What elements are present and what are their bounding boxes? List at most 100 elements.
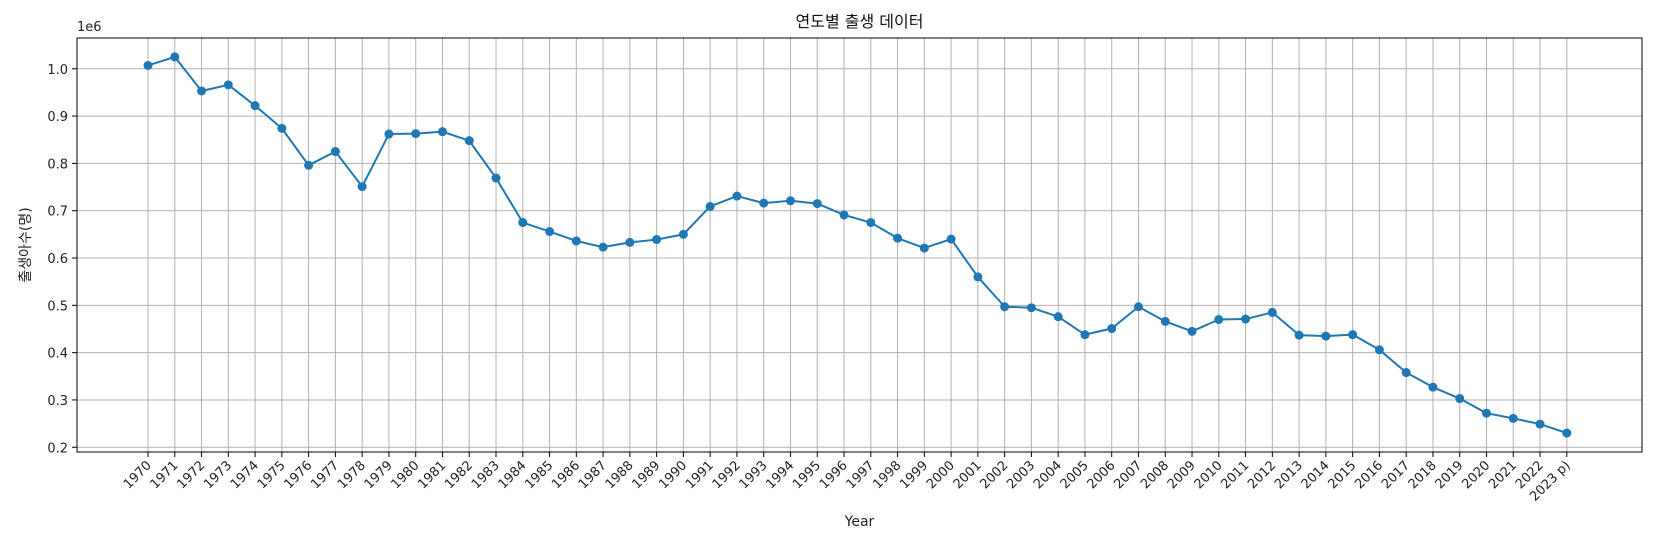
x-tick-label: 2007 bbox=[1111, 458, 1145, 492]
x-tick-label: 2010 bbox=[1192, 458, 1226, 492]
x-tick-label: 1987 bbox=[576, 458, 610, 492]
x-tick-label: 1970 bbox=[121, 458, 155, 492]
plot-frame bbox=[76, 37, 1643, 453]
x-tick-label: 1996 bbox=[817, 458, 851, 492]
data-point bbox=[1294, 330, 1304, 340]
data-point bbox=[1535, 419, 1545, 429]
x-tick-label: 1977 bbox=[308, 458, 342, 492]
data-point bbox=[1241, 314, 1251, 324]
x-tick-label: 2005 bbox=[1058, 458, 1092, 492]
data-point bbox=[1508, 413, 1518, 423]
x-tick-label: 1993 bbox=[737, 458, 771, 492]
x-tick-label: 2012 bbox=[1245, 458, 1279, 492]
data-point bbox=[1160, 316, 1170, 326]
x-tick-label: 1981 bbox=[415, 458, 449, 492]
y-tick-label: 0.2 bbox=[47, 441, 68, 456]
x-tick-label: 1990 bbox=[656, 458, 690, 492]
x-tick-label: 1992 bbox=[710, 458, 744, 492]
x-tick-label: 2013 bbox=[1272, 458, 1306, 492]
y-tick-label: 0.5 bbox=[47, 299, 68, 314]
y-axis-title: 출생아수(명) bbox=[18, 207, 34, 282]
x-tick-label: 1980 bbox=[389, 458, 423, 492]
data-point bbox=[1214, 315, 1224, 325]
data-point bbox=[839, 210, 849, 220]
x-tick-label: 2018 bbox=[1406, 458, 1440, 492]
y-tick-label: 1.0 bbox=[47, 63, 68, 78]
data-point bbox=[330, 147, 340, 157]
x-tick-label: 2000 bbox=[924, 458, 958, 492]
x-tick-label: 1989 bbox=[629, 458, 663, 492]
y-tick-label: 0.8 bbox=[47, 157, 68, 172]
x-tick-label: 1991 bbox=[683, 458, 717, 492]
x-tick-label: 2002 bbox=[977, 458, 1011, 492]
x-tick-label: 1978 bbox=[335, 458, 369, 492]
x-tick-label: 2009 bbox=[1165, 458, 1199, 492]
data-point bbox=[357, 182, 367, 192]
x-tick-label: 1985 bbox=[522, 458, 556, 492]
x-tick-label: 1999 bbox=[897, 458, 931, 492]
x-tick-label: 2011 bbox=[1218, 458, 1252, 492]
data-point bbox=[170, 52, 180, 62]
data-point bbox=[785, 196, 795, 206]
data-point bbox=[598, 242, 608, 252]
data-point bbox=[223, 80, 233, 90]
y-tick-label: 0.7 bbox=[47, 205, 68, 220]
data-point bbox=[732, 191, 742, 201]
data-point bbox=[1133, 302, 1143, 312]
data-point bbox=[946, 234, 956, 244]
x-tick-label: 1998 bbox=[870, 458, 904, 492]
x-tick-label: 2019 bbox=[1433, 458, 1467, 492]
x-tick-label: 2021 bbox=[1486, 458, 1520, 492]
data-point bbox=[866, 218, 876, 228]
x-tick-label: 2008 bbox=[1138, 458, 1172, 492]
x-tick-label: 2015 bbox=[1325, 458, 1359, 492]
data-point bbox=[384, 129, 394, 139]
data-point bbox=[491, 173, 501, 183]
y-tick-label: 0.4 bbox=[47, 347, 68, 362]
axis-ticks: 0.20.30.40.50.60.70.80.91.01970197119721… bbox=[47, 63, 1573, 505]
data-point bbox=[518, 218, 528, 228]
x-tick-label: 1973 bbox=[201, 458, 235, 492]
y-tick-label: 0.9 bbox=[47, 110, 68, 125]
x-tick-label: 1972 bbox=[174, 458, 208, 492]
data-point bbox=[1428, 382, 1438, 392]
x-tick-label: 1986 bbox=[549, 458, 583, 492]
data-point bbox=[571, 236, 581, 246]
x-tick-label: 1988 bbox=[603, 458, 637, 492]
data-point bbox=[1187, 326, 1197, 336]
x-tick-label: 2006 bbox=[1085, 458, 1119, 492]
x-tick-label: 2014 bbox=[1299, 458, 1333, 492]
y-tick-label: 0.3 bbox=[47, 394, 68, 409]
x-tick-label: 2003 bbox=[1004, 458, 1038, 492]
x-tick-label: 1983 bbox=[469, 458, 503, 492]
data-point bbox=[1482, 408, 1491, 418]
series-line bbox=[147, 55, 1568, 435]
data-point bbox=[143, 60, 153, 70]
data-point bbox=[1321, 331, 1331, 341]
x-tick-label: 1979 bbox=[362, 458, 396, 492]
data-point bbox=[277, 123, 287, 133]
x-tick-label: 1995 bbox=[790, 458, 824, 492]
series bbox=[143, 52, 1572, 438]
x-axis-title: Year bbox=[844, 514, 875, 530]
data-point bbox=[1401, 368, 1411, 378]
data-point bbox=[1455, 394, 1465, 404]
chart-title: 연도별 출생 데이터 bbox=[796, 12, 924, 31]
data-point bbox=[545, 227, 555, 237]
data-point bbox=[1053, 312, 1063, 322]
data-point bbox=[411, 129, 421, 139]
data-point bbox=[197, 86, 207, 96]
x-tick-label: 1984 bbox=[496, 458, 530, 492]
data-point bbox=[1562, 428, 1572, 438]
data-point bbox=[437, 127, 447, 137]
x-tick-label: 1982 bbox=[442, 458, 476, 492]
x-tick-label: 1974 bbox=[228, 458, 262, 492]
data-point bbox=[464, 136, 474, 146]
data-point bbox=[1000, 302, 1010, 312]
x-tick-label: 2016 bbox=[1352, 458, 1386, 492]
x-tick-label: 2017 bbox=[1379, 458, 1413, 492]
data-point bbox=[304, 160, 314, 170]
data-point bbox=[1026, 303, 1036, 313]
